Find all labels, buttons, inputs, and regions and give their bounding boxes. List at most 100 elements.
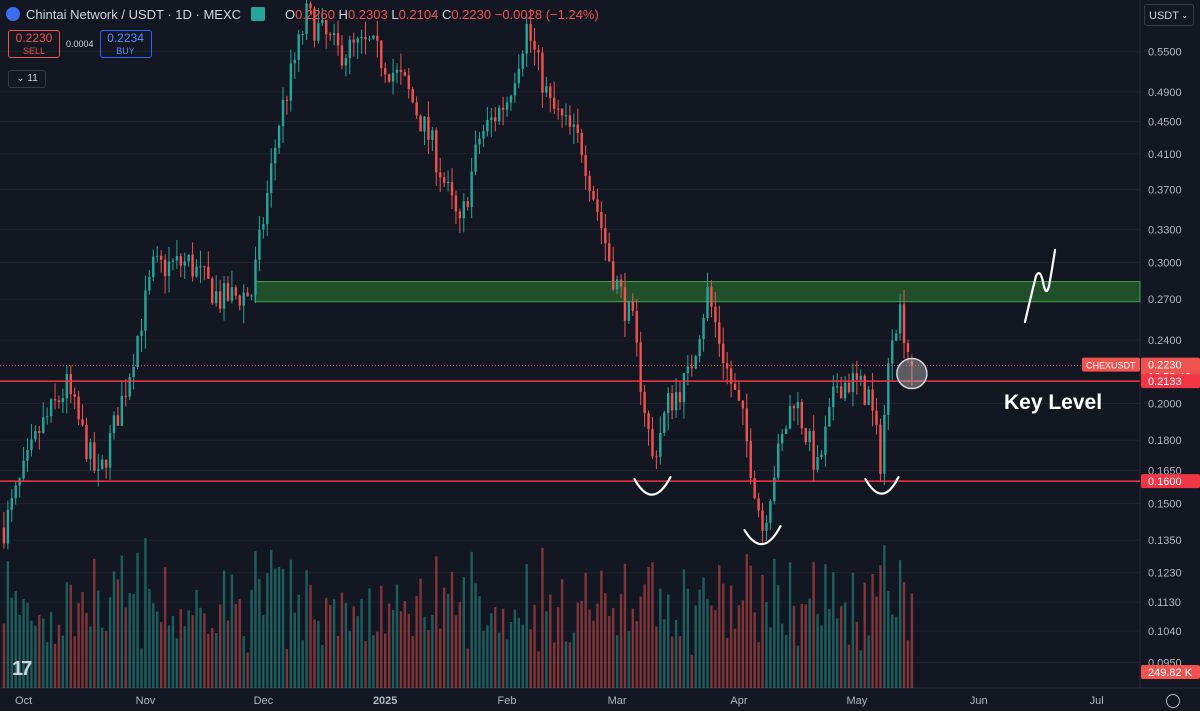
volume-bar <box>698 589 701 688</box>
candle-body <box>560 108 564 116</box>
tradingview-logo-icon[interactable]: 17 <box>12 658 32 680</box>
candle-body <box>332 33 336 35</box>
candle-body <box>765 522 768 531</box>
volume-bar <box>14 591 17 688</box>
volume-bar <box>175 638 179 688</box>
volume-bar <box>156 611 159 688</box>
volume-bar <box>784 634 788 688</box>
volume-bar <box>631 608 635 688</box>
candle-body <box>156 255 159 257</box>
x-tick-label: Apr <box>730 695 747 707</box>
candle-body <box>38 431 41 433</box>
volume-bar <box>694 605 697 688</box>
volume-bar <box>820 625 823 688</box>
candle-body <box>851 373 855 393</box>
candle-body <box>678 392 682 403</box>
candle-body <box>820 454 823 457</box>
spread-value: 0.0004 <box>66 39 94 49</box>
candle-body <box>792 406 796 409</box>
x-tick-label: Feb <box>498 695 517 707</box>
close-value: 0.2230 <box>451 6 492 22</box>
volume-bar <box>490 613 493 688</box>
volume-bar <box>45 642 49 688</box>
buy-button[interactable]: 0.2234 BUY <box>99 30 152 58</box>
candle-body <box>423 116 426 132</box>
volume-bar <box>439 628 442 688</box>
candle-body <box>112 415 116 434</box>
volume-bar <box>159 622 163 688</box>
volume-bar <box>415 596 418 688</box>
candle-body <box>812 430 815 470</box>
current-price-tag: 0.2230 <box>1148 360 1182 372</box>
low-value: 0.2104 <box>398 6 439 22</box>
candle-body <box>663 412 666 433</box>
candle-body <box>159 255 163 260</box>
volume-bar <box>509 622 513 688</box>
bottom-curve-marker <box>743 524 782 546</box>
candle-body <box>462 201 466 219</box>
candle-body <box>749 441 752 479</box>
candle-body <box>525 23 528 54</box>
volume-bar <box>191 615 194 688</box>
volume-bar <box>387 603 391 688</box>
volume-bar <box>666 594 670 688</box>
volume-bar <box>588 609 591 688</box>
volume-bar <box>179 608 183 688</box>
candle-body <box>242 292 245 306</box>
symbol-title[interactable]: Chintai Network / USDT · 1D · MEXC <box>26 6 242 22</box>
y-tick-label: 0.1500 <box>1148 499 1182 511</box>
candle-body <box>293 59 296 64</box>
candle-body <box>211 278 214 304</box>
candle-body <box>576 124 579 134</box>
candle-body <box>902 304 906 344</box>
volume-bar <box>321 644 324 688</box>
candle-body <box>604 228 607 244</box>
bottom-curve-marker <box>633 476 672 496</box>
volume-bar <box>57 624 61 688</box>
candle-body <box>383 68 387 75</box>
candle-body <box>553 97 556 109</box>
candle-body <box>348 39 352 58</box>
candle-body <box>73 394 76 397</box>
currency-selector[interactable]: USDT ⌄ <box>1144 4 1194 26</box>
volume-bar <box>706 599 709 688</box>
volume-bar <box>140 648 143 688</box>
volume-bar <box>262 615 265 688</box>
volume-bar <box>533 604 536 688</box>
candle-body <box>309 3 312 9</box>
sell-button[interactable]: 0.2230 SELL <box>8 30 60 58</box>
indicators-toggle-button[interactable]: ⌄ 11 <box>8 70 46 88</box>
candle-body <box>399 69 403 73</box>
volume-bar <box>297 594 300 688</box>
candle-body <box>501 107 505 110</box>
volume-bar <box>53 643 57 688</box>
candle-body <box>757 498 760 511</box>
volume-bar <box>380 585 383 688</box>
volume-bar <box>348 631 352 688</box>
candle-body <box>627 301 631 321</box>
volume-bar <box>450 571 454 688</box>
candle-body <box>254 259 257 296</box>
currency-label: USDT <box>1149 10 1179 22</box>
candle-body <box>179 256 183 266</box>
candle-body <box>623 286 627 321</box>
volume-bar <box>855 621 859 688</box>
volume-bar <box>454 615 458 688</box>
ticker-tag-bg <box>1082 357 1140 372</box>
candle-body <box>427 116 430 140</box>
volume-bar <box>663 619 666 688</box>
volume-bar <box>643 584 646 688</box>
volume-bar <box>843 602 847 688</box>
volume-bar <box>81 591 84 688</box>
gear-icon[interactable] <box>1166 694 1180 708</box>
y-tick-label: 0.1230 <box>1148 568 1182 580</box>
volume-bar <box>273 568 277 688</box>
volume-bar <box>458 602 462 688</box>
volume-bar <box>710 605 713 688</box>
candle-body <box>435 130 438 173</box>
candle-body <box>183 261 186 266</box>
volume-bar <box>211 628 214 688</box>
candle-body <box>611 261 615 290</box>
y-tick-label: 0.5500 <box>1148 47 1182 59</box>
